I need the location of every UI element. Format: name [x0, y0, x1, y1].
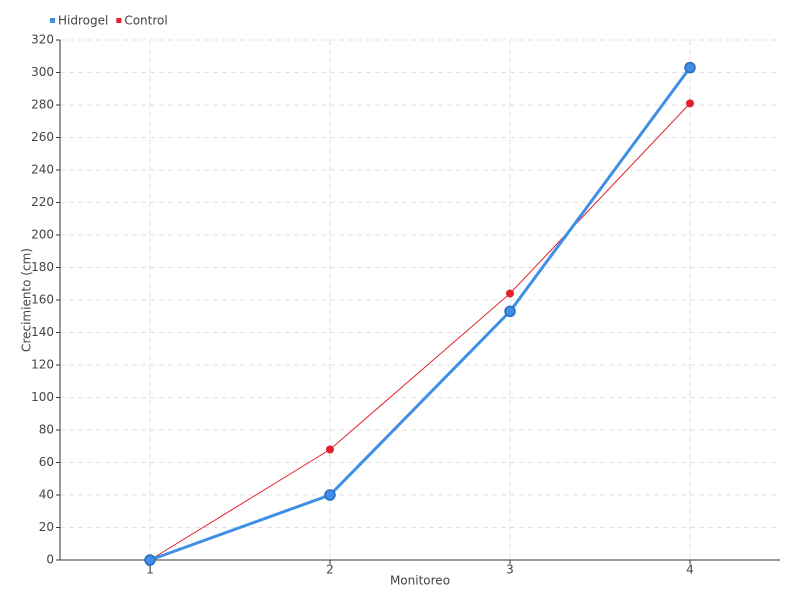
data-point [684, 61, 696, 74]
data-point [506, 289, 514, 298]
data-point [324, 489, 336, 501]
y-tick-label: 200 [31, 228, 54, 242]
x-tick-label: 1 [146, 563, 154, 577]
data-point [504, 305, 516, 318]
y-tick-label: 300 [31, 65, 54, 79]
data-point [144, 554, 156, 566]
legend-swatch [50, 18, 55, 23]
y-tick-label: 160 [31, 293, 54, 307]
series-line [149, 66, 692, 562]
legend-swatch [116, 18, 122, 23]
data-point [686, 99, 694, 108]
y-tick-label: 180 [31, 260, 54, 274]
y-tick-label: 140 [31, 325, 54, 339]
y-axis-label: Crecimiento (cm) [20, 248, 34, 352]
y-tick-label: 260 [31, 130, 54, 144]
x-tick-label: 2 [326, 563, 334, 577]
x-tick-label: 4 [686, 563, 694, 577]
y-tick-label: 320 [31, 33, 54, 47]
legend-label: Hidrogel [58, 14, 108, 28]
y-tick-label: 40 [39, 488, 54, 502]
data-point [326, 445, 334, 454]
y-tick-label: 100 [31, 390, 54, 404]
x-tick-label: 3 [506, 563, 514, 577]
y-tick-label: 60 [39, 455, 54, 469]
y-tick-label: 120 [31, 358, 54, 372]
y-tick-label: 0 [46, 553, 54, 567]
y-tick-label: 220 [31, 195, 54, 209]
x-axis-label: Monitoreo [390, 574, 450, 588]
y-tick-label: 240 [31, 163, 54, 177]
y-tick-label: 80 [39, 423, 54, 437]
y-tick-label: 280 [31, 98, 54, 112]
series-line [149, 103, 691, 561]
legend-label: Control [124, 14, 167, 28]
y-tick-label: 20 [39, 520, 54, 534]
